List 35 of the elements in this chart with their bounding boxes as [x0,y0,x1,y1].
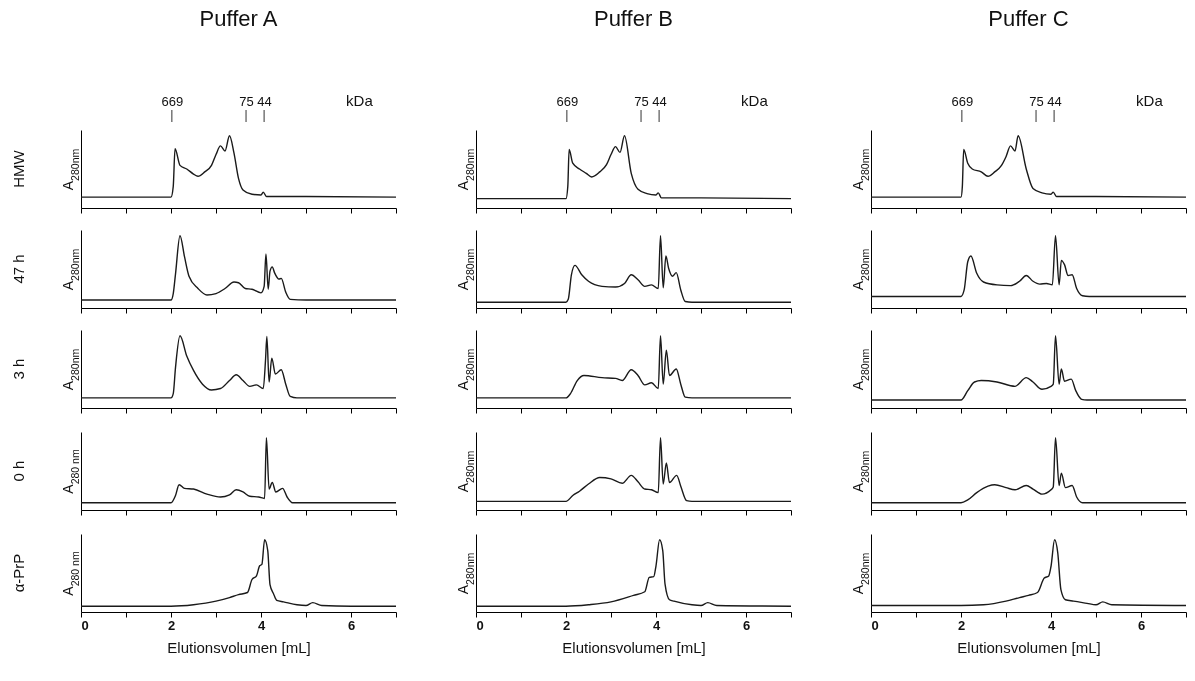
x-tick-label: 6 [742,617,751,633]
x-tick-label: 6 [347,617,356,633]
x-tick-label: 4 [1047,617,1056,633]
chart-title: Puffer A [199,6,278,31]
x2-tick-label: 669 [951,93,974,109]
x-axis-title: Elutionsvolumen [mL] [957,638,1101,656]
x2-tick-label: 44 [652,93,667,109]
x2-axis-title: kDa [1136,91,1164,109]
chart-title: Puffer C [988,6,1069,31]
x-tick-label: 6 [1137,617,1146,633]
text: 0 h [10,460,27,482]
x2-tick-label: 44 [1047,93,1062,109]
text: 3 h [10,358,27,380]
chart-title: Puffer B [593,6,674,31]
x-tick-label: 0 [476,617,484,633]
text: HMW [10,149,27,188]
x-tick-label: 0 [81,617,89,633]
x2-tick-label: 75 [239,93,254,109]
x2-tick-label: 44 [257,93,272,109]
x2-axis-title: kDa [741,91,769,109]
x-tick-label: 2 [167,617,176,633]
x-axis-title: Elutionsvolumen [mL] [167,638,311,656]
x2-tick-label: 669 [161,93,184,109]
x-tick-label: 2 [562,617,571,633]
text: α-PrP [10,553,27,593]
x-tick-label: 4 [257,617,266,633]
x2-axis-title: kDa [346,91,374,109]
x2-tick-label: 75 [634,93,649,109]
x-tick-label: 2 [957,617,966,633]
x2-tick-label: 669 [556,93,579,109]
x-tick-label: 4 [652,617,661,633]
text: 47 h [10,254,27,284]
x-tick-label: 0 [871,617,879,633]
x2-tick-label: 75 [1029,93,1044,109]
x-axis-title: Elutionsvolumen [mL] [562,638,706,656]
